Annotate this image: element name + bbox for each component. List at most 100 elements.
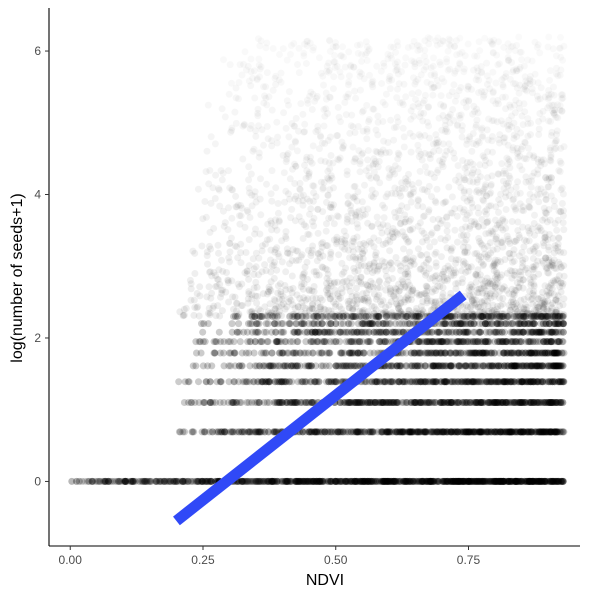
scatter-point [500,477,508,485]
scatter-point [456,477,464,485]
scatter-point [433,477,441,485]
scatter-point [550,477,558,485]
scatter-point [482,477,489,485]
scatter-point [439,477,447,485]
scatter-point [307,477,315,485]
scatter-point [511,477,519,485]
scatter-point [553,477,561,485]
scatter-point [105,477,113,485]
scatter-point [378,399,386,406]
scatter-point [455,338,463,346]
scatter-point [538,477,545,485]
scatter-point [336,338,344,346]
scatter-point [457,477,465,485]
scatter-point [114,477,122,485]
scatter-point [278,477,286,485]
scatter-point [500,477,508,485]
scatter-point [378,68,385,75]
scatter-point [527,477,534,485]
scatter-point [299,111,306,118]
scatter-point [382,477,390,485]
scatter-point [508,428,516,436]
scatter-point [449,477,457,485]
scatter-point [415,477,423,485]
scatter-point [390,477,398,485]
scatter-point [361,477,369,485]
scatter-point [451,477,459,485]
scatter-point [537,328,545,336]
scatter-point [472,477,480,485]
scatter-point [551,428,558,436]
scatter-point [552,428,560,436]
scatter-point [442,320,449,328]
scatter-point [260,477,268,485]
scatter-point [500,349,508,357]
scatter-point [268,477,276,485]
scatter-point [166,477,174,485]
scatter-point [225,378,233,386]
scatter-point [277,328,285,336]
scatter-point [512,477,520,485]
scatter-point [515,477,523,485]
scatter-point [428,378,436,386]
scatter-point [526,477,534,485]
scatter-point [427,477,435,485]
scatter-point [363,135,370,142]
scatter-point [552,477,559,485]
scatter-point [370,106,377,113]
scatter-point [406,428,414,436]
scatter-point [275,477,283,485]
scatter-point [179,477,187,485]
scatter-point [443,378,450,386]
scatter-point [300,349,308,357]
scatter-point [518,477,526,485]
scatter-point [493,477,501,485]
scatter-point [268,167,276,175]
scatter-point [553,477,561,485]
scatter-point [539,477,547,485]
scatter-point [203,477,211,485]
scatter-point [296,477,304,485]
scatter-point [480,477,488,485]
scatter-point [550,477,557,485]
scatter-point [528,477,536,485]
scatter-point [195,378,202,386]
scatter-point [470,477,478,485]
scatter-point [385,477,393,485]
scatter-point [536,477,544,485]
scatter-point [302,477,310,485]
scatter-point [431,399,439,406]
scatter-point [286,477,294,485]
scatter-point [537,477,545,485]
scatter-point [534,477,542,485]
scatter-point [254,477,262,485]
scatter-point [433,477,441,485]
scatter-point [493,362,501,370]
scatter-point [491,477,499,485]
scatter-point [184,378,192,386]
scatter-point [536,477,544,485]
scatter-point [129,477,136,485]
scatter-point [394,477,402,485]
scatter-point [387,362,395,370]
scatter-point [447,477,455,485]
scatter-point [288,477,296,485]
scatter-point [499,428,507,436]
scatter-point [391,477,399,485]
scatter-point [484,477,492,485]
scatter-point [514,477,522,485]
scatter-point [554,477,562,485]
scatter-point [512,399,520,406]
scatter-point [397,362,405,370]
scatter-point [507,477,515,485]
scatter-point [353,477,361,485]
scatter-point [351,268,359,275]
scatter-point [459,477,467,485]
scatter-point [549,477,557,485]
scatter-point [271,477,279,485]
scatter-point [423,477,430,485]
scatter-point [419,477,427,485]
scatter-point [389,477,397,485]
scatter-point [462,428,470,436]
scatter-point [357,477,365,485]
